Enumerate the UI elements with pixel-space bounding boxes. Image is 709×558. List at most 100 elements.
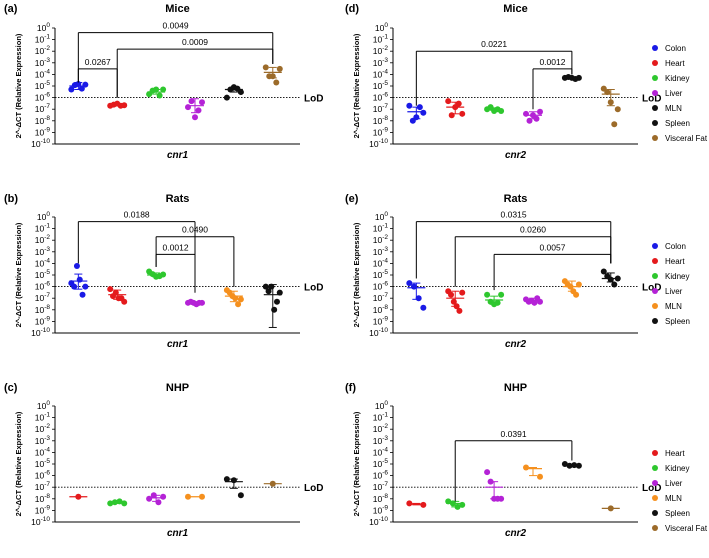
significance-bracket: 0.0391 [454,429,573,502]
series-kidney [146,86,167,99]
legend-label: MLN [665,494,682,503]
data-point [273,298,280,305]
data-point [614,275,621,282]
data-point [406,102,413,109]
y-tick-label: 10-3 [373,57,389,69]
legend-label: Visceral Fat [665,524,708,533]
chart-panel-2: (b) Rats10010-110-210-310-410-510-610-710… [4,193,323,350]
lod-label: LoD [642,483,661,494]
significance-bracket: 0.0315 [415,210,612,279]
y-tick-label: 10-6 [373,280,389,292]
y-tick-label: 10-5 [35,458,51,470]
data-point [526,117,533,124]
series-heart [107,286,128,305]
p-value-label: 0.0221 [481,39,507,49]
legend-marker [652,525,658,531]
significance-bracket: 0.0267 [77,57,118,98]
y-tick-label: 10-5 [35,269,51,281]
legend-1: Colon Heart Kidney Liver MLN Spleen [652,242,690,326]
data-point [265,288,272,295]
series-liver [484,469,505,502]
series-kidney [146,268,167,280]
p-value-label: 0.0315 [501,210,527,220]
data-point [188,98,195,105]
y-tick-label: 10-3 [35,246,51,258]
data-point [614,106,621,113]
x-axis-label: cnr1 [167,339,189,350]
data-point [566,462,573,469]
data-point [448,112,455,119]
y-axis-label: 2^-ΔCT (Relative Expression) [14,33,23,138]
y-tick-label: 10-7 [373,103,389,115]
series-liver [146,492,167,506]
data-point [199,299,205,306]
data-point [199,99,205,106]
legend-marker [652,288,658,294]
data-point [107,286,114,293]
y-tick-label: 10-8 [35,493,51,505]
data-point [273,79,280,86]
data-point [415,295,422,302]
data-point [235,301,242,308]
legend-label: Visceral Fat [665,134,708,143]
data-point [160,86,167,93]
legend-label: Spleen [665,317,690,326]
data-point [573,291,580,298]
y-tick-label: 10-6 [35,91,51,103]
y-tick-label: 10-2 [373,234,389,246]
y-tick-label: 10-9 [373,315,389,327]
y-tick-label: 10-9 [35,504,51,516]
series-visceral-fat [263,480,282,487]
y-axis-label: 2^-ΔCT (Relative Expression) [14,222,23,327]
significance-bracket: 0.0260 [454,225,612,287]
legend-marker [652,120,658,126]
data-point [232,295,239,302]
data-point [237,296,244,303]
data-point [537,473,543,480]
data-point [269,73,276,80]
lod-label: LoD [642,283,661,294]
y-tick-label: 10-6 [35,469,51,481]
data-point [445,98,452,105]
data-point [78,85,85,92]
legend-label: Liver [665,287,683,296]
data-point [416,104,423,111]
y-tick-label: 10-4 [373,257,389,269]
data-point [82,283,89,290]
legend-label: MLN [665,104,682,113]
data-point [271,306,278,313]
series-mln [523,464,543,480]
data-point [575,462,582,469]
y-tick-label: 10-4 [373,68,389,80]
data-point [160,493,167,500]
data-point [450,298,457,305]
data-point [185,493,191,500]
data-point [195,107,202,114]
y-tick-label: 10-7 [373,292,389,304]
lod-label: LoD [642,94,661,105]
series-kidney [484,291,505,308]
y-tick-label: 10-2 [373,423,389,435]
series-liver [185,298,205,308]
y-tick-label: 10-2 [373,45,389,57]
data-point [156,92,163,99]
data-point [487,104,494,111]
y-tick-label: 10-1 [35,222,51,234]
data-point [160,271,167,278]
chart-panel-1: (d) Mice10010-110-210-310-410-510-610-710… [345,3,661,161]
legend-label: Spleen [665,119,690,128]
data-point [498,107,505,114]
legend-marker [652,303,658,309]
data-point [567,283,574,290]
y-axis-label: 2^-ΔCT (Relative Expression) [352,411,361,516]
y-tick-label: 10-10 [369,516,388,528]
data-point [269,480,276,487]
significance-bracket: 0.0012 [155,242,196,293]
x-axis-label: cnr2 [505,528,527,539]
data-point [121,102,128,109]
legend-label: Heart [665,449,685,458]
significance-bracket: 0.0049 [77,21,274,83]
panel-letter: (b) [4,193,18,205]
significance-bracket: 0.0009 [116,37,274,98]
p-value-label: 0.0012 [163,242,189,252]
